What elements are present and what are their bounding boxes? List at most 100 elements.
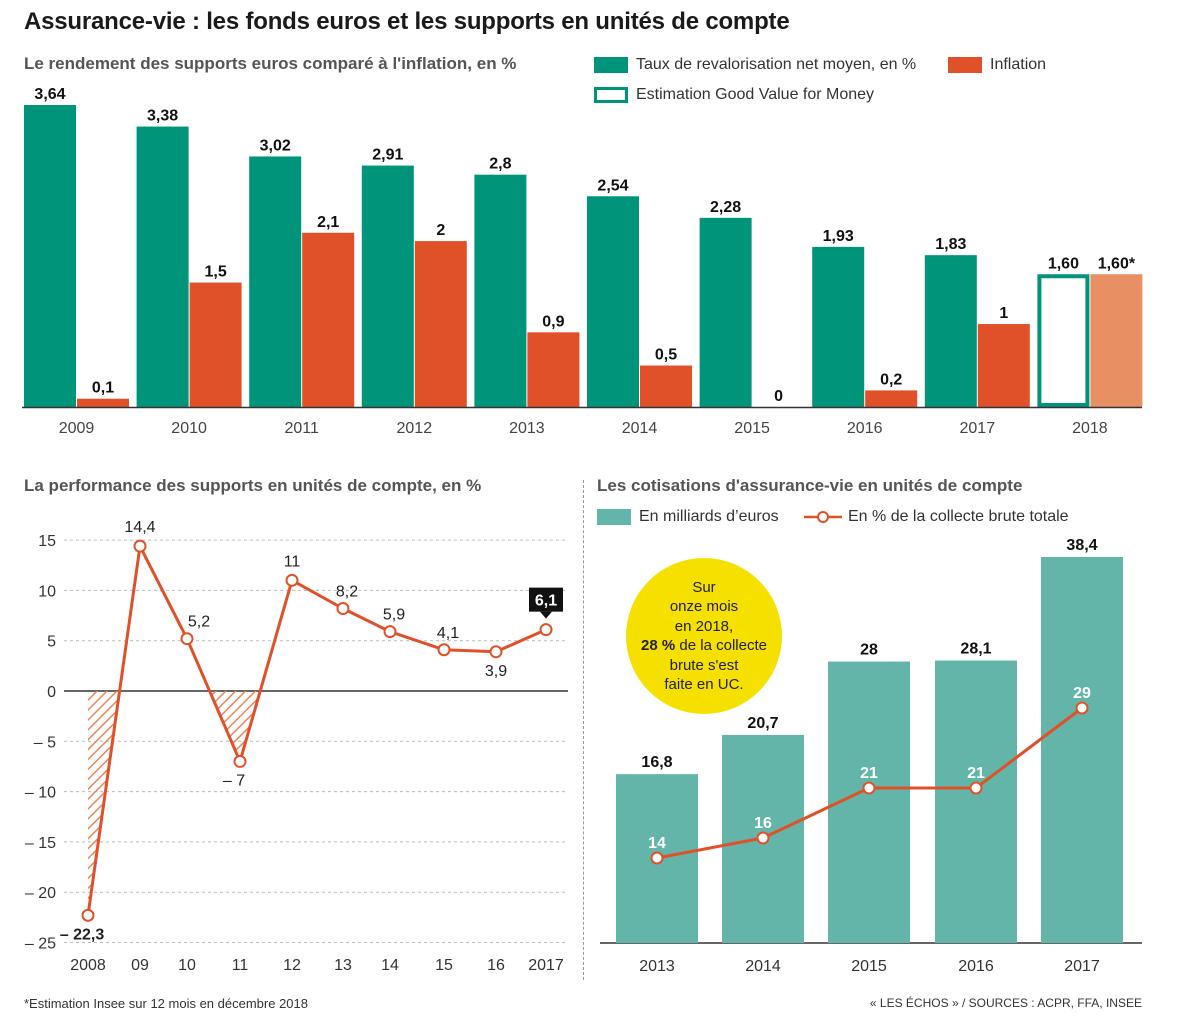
share-point-2017 <box>1075 701 1089 715</box>
y-tick--25: – 25 <box>25 936 56 953</box>
inflation-bar-2016 <box>865 390 918 407</box>
performance-line <box>86 541 547 916</box>
y-tick--5: – 5 <box>34 734 56 751</box>
legend-green: Taux de revalorisation net moyen, en % <box>594 56 916 74</box>
rate-label-2015: 2,28 <box>710 199 741 216</box>
value-label-12: 11 <box>284 553 301 570</box>
inflation-label-2012: 2 <box>436 222 445 239</box>
main-title: Assurance-vie : les fonds euros et les s… <box>24 8 790 35</box>
x-tick-09: 09 <box>131 957 149 974</box>
value-label-2008: – 22,3 <box>60 926 105 943</box>
rate-bar-2009 <box>24 105 76 407</box>
callout-line4: de la collecte <box>675 637 767 654</box>
x-tick-2016: 2016 <box>847 420 883 437</box>
share-point-2014 <box>756 831 770 845</box>
legend-orange-label: Inflation <box>990 56 1047 73</box>
x-tick-2018: 2018 <box>1072 420 1108 437</box>
x-tick-2008: 2008 <box>70 957 106 974</box>
legend-line-label: En % de la collecte brute totale <box>848 508 1069 525</box>
legend-green-swatch <box>594 57 628 73</box>
x-tick-12: 12 <box>283 957 301 974</box>
share-point-2016 <box>969 781 983 795</box>
callout-line6: faite en UC. <box>664 676 744 693</box>
value-label-10: 5,2 <box>188 614 210 631</box>
rate-label-2017: 1,83 <box>935 236 966 253</box>
inflation-label-2016: 0,2 <box>880 371 902 388</box>
rate-label-2010: 3,38 <box>147 108 178 125</box>
value-label-2017: 6,1 <box>535 593 557 610</box>
share-point-2015 <box>862 781 876 795</box>
estimate-bar-2018 <box>1037 274 1090 407</box>
rate-bar-2011 <box>249 156 302 407</box>
callout-line5: brute s'est <box>669 656 739 674</box>
x-tick-2013: 2013 <box>639 958 675 975</box>
point-2017 <box>539 623 553 637</box>
point-2008 <box>81 908 95 922</box>
value-label-14: 5,9 <box>383 607 405 624</box>
cotisation-label-2017: 38,4 <box>1066 537 1097 554</box>
value-label-09: 14,4 <box>124 519 155 536</box>
value-label-15: 4,1 <box>437 625 459 642</box>
chart2-svg: 15 10 5 0 – 5 – 10 – 15 – 20 – 25– 22,3 2008 14,4 0… <box>25 519 568 974</box>
legend-teal-swatch <box>597 509 631 525</box>
cotisation-label-2014: 20,7 <box>747 715 778 732</box>
x-tick-14: 14 <box>381 957 399 974</box>
chart2-title: La performance des supports en unités de… <box>24 476 482 495</box>
y-tick-5: 5 <box>47 634 56 651</box>
callout-line2: onze mois <box>669 598 739 615</box>
cotisation-label-2015: 28 <box>860 642 878 659</box>
inflation-label-2013: 0,9 <box>542 313 564 330</box>
y-tick-10: 10 <box>38 583 56 600</box>
x-tick-2016: 2016 <box>958 958 994 975</box>
point-11 <box>233 754 247 768</box>
rate-label-2018: 1,60 <box>1048 255 1079 272</box>
inflation-label-2017: 1 <box>999 305 1008 322</box>
rate-label-2016: 1,93 <box>823 228 854 245</box>
chart1-title: Le rendement des supports euros comparé … <box>24 54 517 73</box>
x-tick-2010: 2010 <box>171 420 207 437</box>
y-tick--20: – 20 <box>25 885 56 902</box>
x-tick-2013: 2013 <box>509 420 545 437</box>
source: « LES ÉCHOS » / SOURCES : ACPR, FFA, INS… <box>869 996 1142 1010</box>
y-tick-0: 0 <box>47 684 56 701</box>
point-12 <box>285 573 299 587</box>
callout-line3: en 2018, <box>674 617 734 635</box>
x-tick-2011: 2011 <box>284 420 319 437</box>
legend-orange: Inflation <box>948 56 1046 74</box>
x-tick-11: 11 <box>232 957 249 974</box>
rate-bar-2013 <box>474 174 527 407</box>
value-label-16: 3,9 <box>485 663 507 680</box>
rate-bar-2010 <box>136 126 189 408</box>
rate-label-2013: 2,8 <box>489 156 511 173</box>
inflation-label-2009: 0,1 <box>92 380 114 397</box>
inflation-label-2018: 1,60* <box>1098 255 1136 272</box>
rate-bar-2016 <box>812 246 865 407</box>
rate-bar-2012 <box>361 165 414 407</box>
x-tick-2014: 2014 <box>745 958 781 975</box>
footnote: *Estimation Insee sur 12 mois en décembr… <box>24 996 308 1011</box>
rate-label-2014: 2,54 <box>597 177 628 194</box>
chart3-title: Les cotisations d'assurance-vie en unité… <box>597 476 1023 495</box>
y-tick--15: – 15 <box>25 835 56 852</box>
chart1-svg: 3,64 0,1 2009 3,38 1,5 2010 3,02 2,1 2011 2,91 2 20… <box>22 86 1143 437</box>
inflation-label-2014: 0,5 <box>655 347 677 364</box>
point-14 <box>383 625 397 639</box>
negative-area-11 <box>209 691 261 762</box>
inflation-bar-2018 <box>1090 274 1143 407</box>
point-16 <box>489 645 503 659</box>
inflation-bar-2009 <box>77 398 129 407</box>
inflation-label-2015: 0 <box>774 388 783 405</box>
y-tick-15: 15 <box>38 533 56 550</box>
share-label-2016: 21 <box>967 765 985 782</box>
x-tick-15: 15 <box>435 957 453 974</box>
inflation-bar-2014 <box>640 365 692 407</box>
legend-green-label: Taux de revalorisation net moyen, en % <box>636 56 917 73</box>
legend-teal-label: En milliards d’euros <box>639 508 779 525</box>
point-13 <box>336 602 350 616</box>
value-label-11: – 7 <box>223 772 245 789</box>
x-tick-2017: 2017 <box>960 420 996 437</box>
x-tick-2014: 2014 <box>622 420 658 437</box>
inflation-bar-2012 <box>414 241 467 407</box>
cotisation-bar-2017 <box>1041 557 1123 943</box>
x-tick-2017: 2017 <box>1064 958 1100 975</box>
